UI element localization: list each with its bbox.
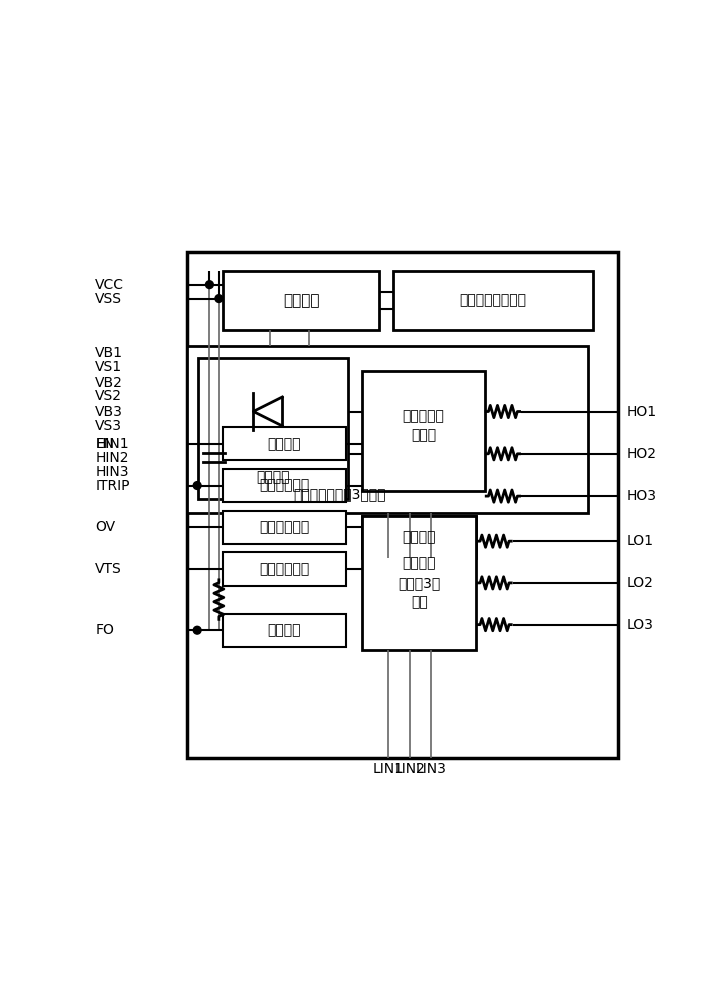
FancyBboxPatch shape xyxy=(187,252,618,758)
Circle shape xyxy=(193,482,201,489)
FancyBboxPatch shape xyxy=(223,552,346,586)
Text: 高侧欠压保
护电路: 高侧欠压保 护电路 xyxy=(403,409,444,442)
Text: LO3: LO3 xyxy=(627,618,653,632)
FancyBboxPatch shape xyxy=(223,614,346,647)
Text: 互锁电路: 互锁电路 xyxy=(403,530,437,544)
Text: 电源欠压保护电路: 电源欠压保护电路 xyxy=(460,294,527,308)
Text: 高侧驱动电路（3通道）: 高侧驱动电路（3通道） xyxy=(293,487,386,501)
Text: 电源电路: 电源电路 xyxy=(283,293,320,308)
Text: HO1: HO1 xyxy=(627,405,657,419)
FancyBboxPatch shape xyxy=(363,516,477,558)
Text: HO2: HO2 xyxy=(627,447,657,461)
Text: VB3: VB3 xyxy=(95,405,123,419)
Text: 过温保护电路: 过温保护电路 xyxy=(259,562,309,576)
FancyBboxPatch shape xyxy=(223,427,346,460)
Text: FO: FO xyxy=(95,623,114,637)
Text: OV: OV xyxy=(95,520,116,534)
Text: VS3: VS3 xyxy=(95,419,122,433)
Text: LO1: LO1 xyxy=(627,534,653,548)
Text: VSS: VSS xyxy=(95,292,122,306)
FancyBboxPatch shape xyxy=(198,358,348,499)
Circle shape xyxy=(193,626,201,634)
Text: 自举电路: 自举电路 xyxy=(256,470,290,484)
Text: LO2: LO2 xyxy=(627,576,653,590)
Text: VS2: VS2 xyxy=(95,389,122,403)
Text: 过流保护电路: 过流保护电路 xyxy=(259,479,309,493)
Text: HIN3: HIN3 xyxy=(95,465,129,479)
Text: VS1: VS1 xyxy=(95,360,123,374)
Text: 使能电路: 使能电路 xyxy=(268,437,302,451)
FancyBboxPatch shape xyxy=(223,271,379,330)
Text: LIN2: LIN2 xyxy=(394,762,425,776)
FancyBboxPatch shape xyxy=(363,371,485,491)
Circle shape xyxy=(205,281,213,289)
FancyBboxPatch shape xyxy=(223,469,346,502)
FancyBboxPatch shape xyxy=(393,271,593,330)
Text: HIN1: HIN1 xyxy=(95,437,129,451)
Text: 过压保护电路: 过压保护电路 xyxy=(259,520,309,534)
Text: LIN3: LIN3 xyxy=(416,762,447,776)
Text: VTS: VTS xyxy=(95,562,122,576)
Text: HIN2: HIN2 xyxy=(95,451,129,465)
FancyBboxPatch shape xyxy=(187,346,588,513)
FancyBboxPatch shape xyxy=(223,511,346,544)
Circle shape xyxy=(215,295,223,302)
Text: EN: EN xyxy=(95,437,114,451)
Text: VB1: VB1 xyxy=(95,346,123,360)
Text: VB2: VB2 xyxy=(95,376,123,390)
Text: ITRIP: ITRIP xyxy=(95,479,130,493)
Text: VCC: VCC xyxy=(95,278,124,292)
Text: 报错电路: 报错电路 xyxy=(268,623,302,637)
FancyBboxPatch shape xyxy=(363,516,477,650)
Text: HO3: HO3 xyxy=(627,489,657,503)
Text: LIN1: LIN1 xyxy=(373,762,404,776)
Text: 低侧驱动
电路（3通
道）: 低侧驱动 电路（3通 道） xyxy=(398,556,441,609)
